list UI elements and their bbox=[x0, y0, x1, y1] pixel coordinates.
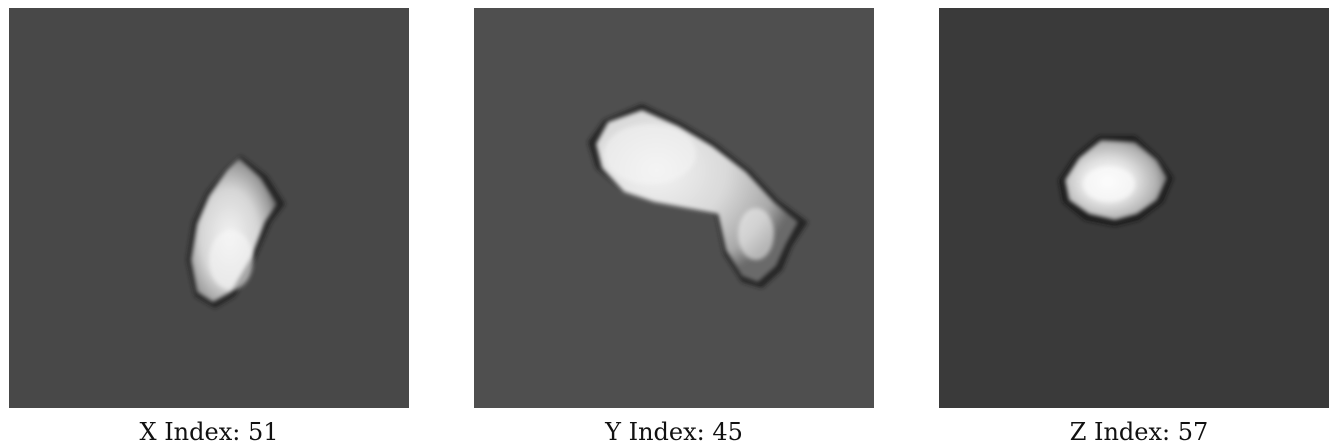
y-slice-background bbox=[474, 8, 874, 408]
x-slice-image bbox=[9, 8, 409, 408]
z-index-caption: Z Index: 57 bbox=[1069, 418, 1209, 446]
y-slice-image bbox=[474, 8, 874, 408]
x-index-caption: X Index: 51 bbox=[139, 418, 279, 446]
y-index-caption: Y Index: 45 bbox=[605, 418, 743, 446]
z-slice-image bbox=[939, 8, 1329, 408]
